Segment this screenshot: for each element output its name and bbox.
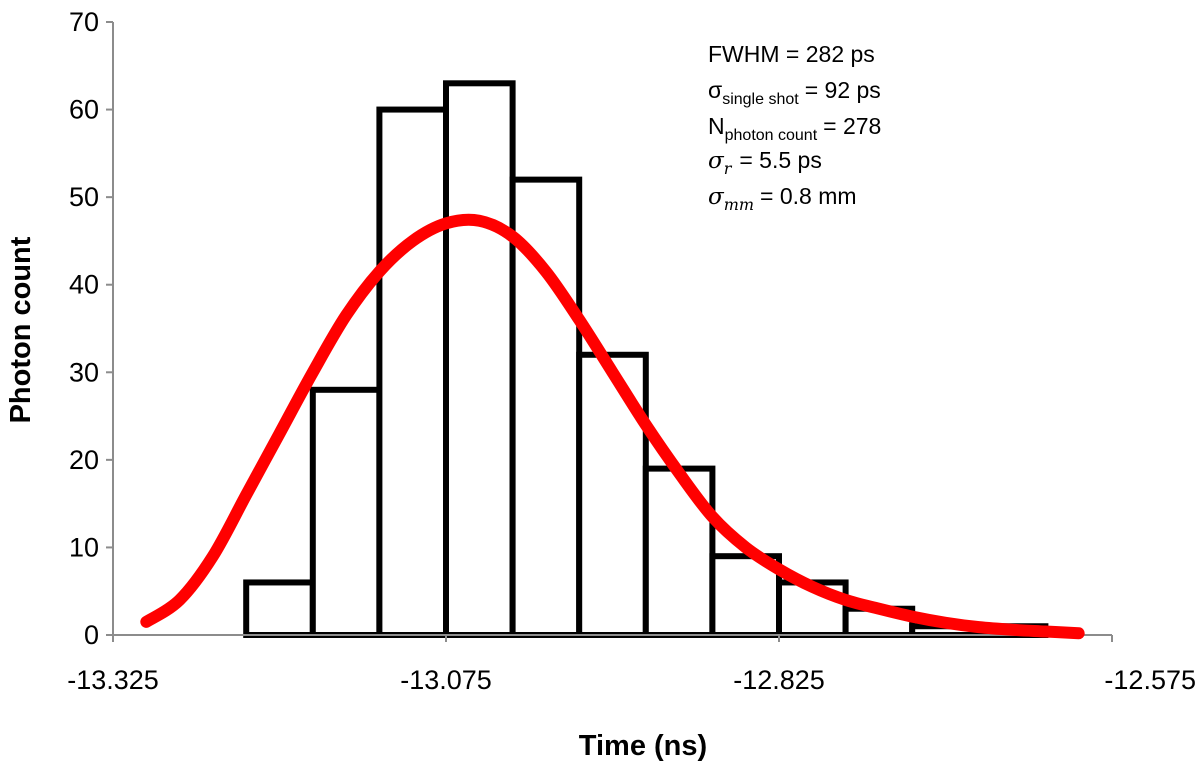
sigma-mm-value: = 0.8 mm (760, 183, 857, 209)
histogram-bar-6 (576, 351, 649, 638)
y-tick-label: 60 (69, 95, 99, 125)
sigma-mm-symbol: σ (708, 184, 725, 210)
sigma-single-shot-label: σsingle shot = 92 ps (708, 77, 881, 108)
sigma-r-subscript: r (724, 159, 733, 178)
y-tick-label: 0 (84, 620, 99, 650)
sigma-mm-subscript: mm (724, 195, 754, 214)
histogram-bar-2 (309, 386, 383, 638)
sigma-mm-label: σmm = 0.8 mm (708, 183, 857, 214)
stats-annotation: FWHM = 282 ps σsingle shot = 92 ps Nphoto… (708, 41, 881, 214)
photon-count-label: Nphoton count = 278 (708, 113, 881, 144)
x-tick-label: -12.825 (733, 665, 825, 695)
n-value: = 278 (823, 113, 881, 139)
y-tick-label: 10 (69, 532, 99, 562)
axes (112, 22, 1112, 636)
y-tick-label: 30 (69, 357, 99, 387)
sigma-r-symbol: σ (708, 148, 725, 174)
n-subscript: photon count (725, 127, 818, 144)
histogram-bar-3 (376, 106, 449, 639)
n-symbol: N (708, 113, 725, 139)
x-tick-label: -12.575 (1104, 665, 1196, 695)
y-tick-label: 20 (69, 445, 99, 475)
fwhm-label: FWHM = 282 ps (708, 41, 875, 67)
histogram-bar-1 (243, 579, 316, 639)
fit-curve (140, 213, 1085, 640)
sigma-symbol: σ (708, 77, 722, 103)
sigma-r-label: σr = 5.5 ps (708, 147, 822, 178)
x-tick-labels: -13.325 -13.075 -12.825 -12.575 (67, 635, 1196, 695)
histogram-bar-7 (642, 465, 716, 638)
y-axis-title: Photon count (5, 236, 37, 423)
histogram-bars (243, 80, 1049, 639)
sigma-single-subscript: single shot (722, 91, 799, 108)
y-tick-label: 50 (69, 182, 99, 212)
x-tick-label: -13.325 (67, 665, 159, 695)
histogram-bar-4 (443, 80, 516, 639)
y-tick-labels: 0 10 20 30 40 50 60 70 (69, 7, 113, 650)
y-tick-label: 40 (69, 270, 99, 300)
sigma-single-value: = 92 ps (805, 77, 881, 103)
y-tick-label: 70 (69, 7, 99, 37)
x-tick-label: -13.075 (400, 665, 492, 695)
x-axis-title: Time (ns) (579, 730, 707, 762)
sigma-r-value: = 5.5 ps (739, 147, 821, 173)
